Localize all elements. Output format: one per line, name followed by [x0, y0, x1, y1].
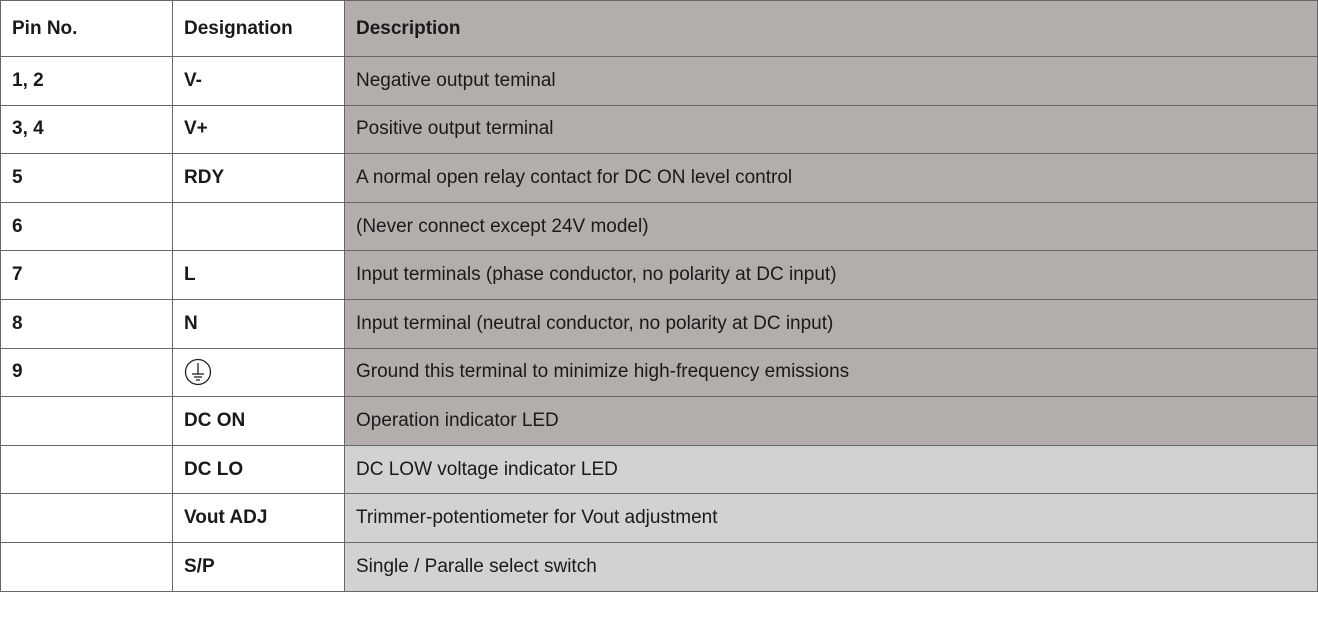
description: Trimmer-potentiometer for Vout adjustmen… [344, 493, 1318, 543]
description: DC LOW voltage indicator LED [344, 444, 1318, 495]
pin: 5 [0, 153, 173, 203]
designation: V- [172, 56, 345, 106]
pin-table: Pin No. Designation Description 1, 2 V- Ne… [0, 0, 1318, 592]
designation: DC ON [172, 396, 345, 446]
description: (Never connect except 24V model) [344, 201, 1318, 252]
designation: DC LO [172, 444, 345, 495]
pin: 6 [0, 201, 173, 252]
description: Ground this terminal to minimize high-fr… [344, 347, 1318, 398]
designation: N [172, 298, 345, 349]
row: 5 RDY A normal open relay contact for DC O… [0, 153, 1318, 203]
row: 9 Ground this terminal to minimize high-f… [0, 347, 1318, 398]
designation: RDY [172, 153, 345, 203]
pin [0, 541, 173, 592]
row: Vout ADJ Trimmer-potentiometer for Vout a… [0, 493, 1318, 543]
row: 6 (Never connect except 24V model) [0, 201, 1318, 252]
pin: 8 [0, 298, 173, 349]
designation [172, 347, 345, 398]
row: S/P Single / Paralle select switch [0, 541, 1318, 592]
pin [0, 444, 173, 495]
ground-icon [184, 359, 212, 386]
pin: 9 [0, 347, 173, 398]
designation: S/P [172, 541, 345, 592]
designation: V+ [172, 104, 345, 155]
header-cell: Description [344, 0, 1318, 57]
header-cell: Designation [172, 0, 345, 57]
row: DC LO DC LOW voltage indicator LED [0, 444, 1318, 495]
description: Input terminals (phase conductor, no pol… [344, 250, 1318, 300]
designation: L [172, 250, 345, 300]
pin [0, 493, 173, 543]
row: 7 L Input terminals (phase conductor, no p… [0, 250, 1318, 300]
description: Operation indicator LED [344, 396, 1318, 446]
description: Single / Paralle select switch [344, 541, 1318, 592]
row: DC ON Operation indicator LED [0, 396, 1318, 446]
header-cell: Pin No. [0, 0, 173, 57]
pin: 1, 2 [0, 56, 173, 106]
description: Input terminal (neutral conductor, no po… [344, 298, 1318, 349]
designation [172, 201, 345, 252]
pin: 7 [0, 250, 173, 300]
description: A normal open relay contact for DC ON le… [344, 153, 1318, 203]
designation: Vout ADJ [172, 493, 345, 543]
row: 3, 4 V+ Positive output terminal [0, 104, 1318, 155]
description: Positive output terminal [344, 104, 1318, 155]
row: 8 N Input terminal (neutral conductor, no … [0, 298, 1318, 349]
pin [0, 396, 173, 446]
description: Negative output teminal [344, 56, 1318, 106]
header-row: Pin No. Designation Description [0, 0, 1318, 57]
pin: 3, 4 [0, 104, 173, 155]
row: 1, 2 V- Negative output teminal [0, 56, 1318, 106]
